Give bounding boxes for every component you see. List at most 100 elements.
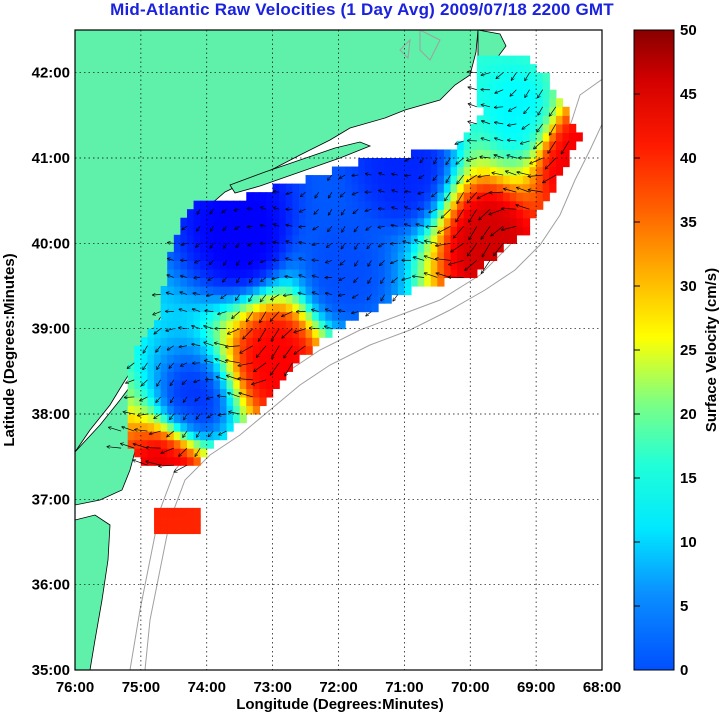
velocity-cell [200,320,208,330]
velocity-cell [463,166,471,176]
velocity-cell [154,507,162,517]
velocity-cell [509,192,517,202]
velocity-cell [562,106,570,116]
velocity-cell [272,200,280,210]
velocity-cell [536,132,544,142]
velocity-cell [364,251,373,261]
velocity-cell [252,354,261,364]
velocity-cell [246,192,254,202]
velocity-cell [450,166,458,176]
velocity-cell [213,200,221,210]
velocity-cell [239,414,247,424]
velocity-cell [292,234,300,244]
velocity-cell [186,516,195,526]
velocity-cell [358,166,366,176]
velocity-cell [186,277,195,287]
velocity-cell [305,183,313,193]
velocity-cell [233,200,241,210]
velocity-cell [325,320,333,330]
current-vector [208,277,214,280]
velocity-cell [167,439,175,449]
velocity-cell [476,81,485,91]
velocity-cell [522,64,531,74]
velocity-cell [503,209,511,219]
velocity-cell [503,72,511,82]
velocity-cell [266,217,274,227]
velocity-cell [476,251,485,261]
velocity-cell [476,234,485,244]
current-vector [226,346,240,347]
velocity-cell [417,149,425,159]
current-vector [406,157,412,161]
velocity-cell [522,149,531,159]
velocity-cell [522,55,531,65]
velocity-cell [285,337,293,347]
velocity-cell [173,234,181,244]
velocity-cell [490,200,498,210]
velocity-cell [173,524,181,535]
current-vector [481,226,491,239]
velocity-cell [463,183,471,193]
velocity-cell [239,362,247,372]
velocity-cell [305,311,313,321]
velocity-cell [443,183,452,193]
velocity-cell [430,166,438,176]
velocity-cell [404,166,412,176]
velocity-cell [246,371,254,381]
velocity-cell [127,414,135,424]
velocity-cell [252,371,261,381]
current-vector [393,294,399,301]
velocity-cell [200,209,208,219]
current-vector [249,294,254,302]
current-vector [184,413,188,420]
velocity-cell [536,166,544,176]
velocity-cell [338,200,346,210]
velocity-cell [160,388,168,398]
current-vector [122,427,135,432]
current-vector [326,309,333,311]
velocity-cell [173,388,181,398]
current-vector [247,226,253,227]
velocity-cell [404,277,412,287]
velocity-cell [476,260,485,270]
velocity-cell [213,431,221,441]
velocity-cell [259,200,267,210]
velocity-cell [549,132,557,142]
velocity-cell [285,311,293,321]
velocity-cell [298,286,307,296]
velocity-cell [154,516,162,526]
velocity-cell [476,158,485,168]
velocity-cell [140,456,149,466]
velocity-cell [252,260,261,270]
current-vector [181,276,188,278]
current-vector [537,123,543,132]
velocity-cell [305,320,313,330]
velocity-cell [331,251,340,261]
current-vector [340,260,346,264]
velocity-cell [200,396,208,407]
velocity-cell [298,243,307,253]
velocity-cell [259,192,267,202]
velocity-cell [364,175,373,185]
current-vector [436,242,451,245]
current-vector [194,379,201,382]
velocity-cell [167,516,175,526]
current-vector [167,430,175,437]
velocity-cell [285,192,293,202]
current-vector [328,209,333,215]
velocity-cell [285,217,293,227]
velocity-cell [443,260,452,270]
current-vector [438,225,451,233]
current-vector [432,191,438,196]
velocity-cell [206,362,214,372]
velocity-cell [476,64,485,74]
velocity-cell [147,371,155,381]
current-vector [300,208,306,212]
velocity-cell [509,183,517,193]
velocity-cell [351,303,359,313]
velocity-cell [522,106,531,116]
velocity-cell [457,158,465,168]
velocity-cell [430,183,438,193]
current-vector [481,260,491,273]
current-vector [468,104,477,108]
